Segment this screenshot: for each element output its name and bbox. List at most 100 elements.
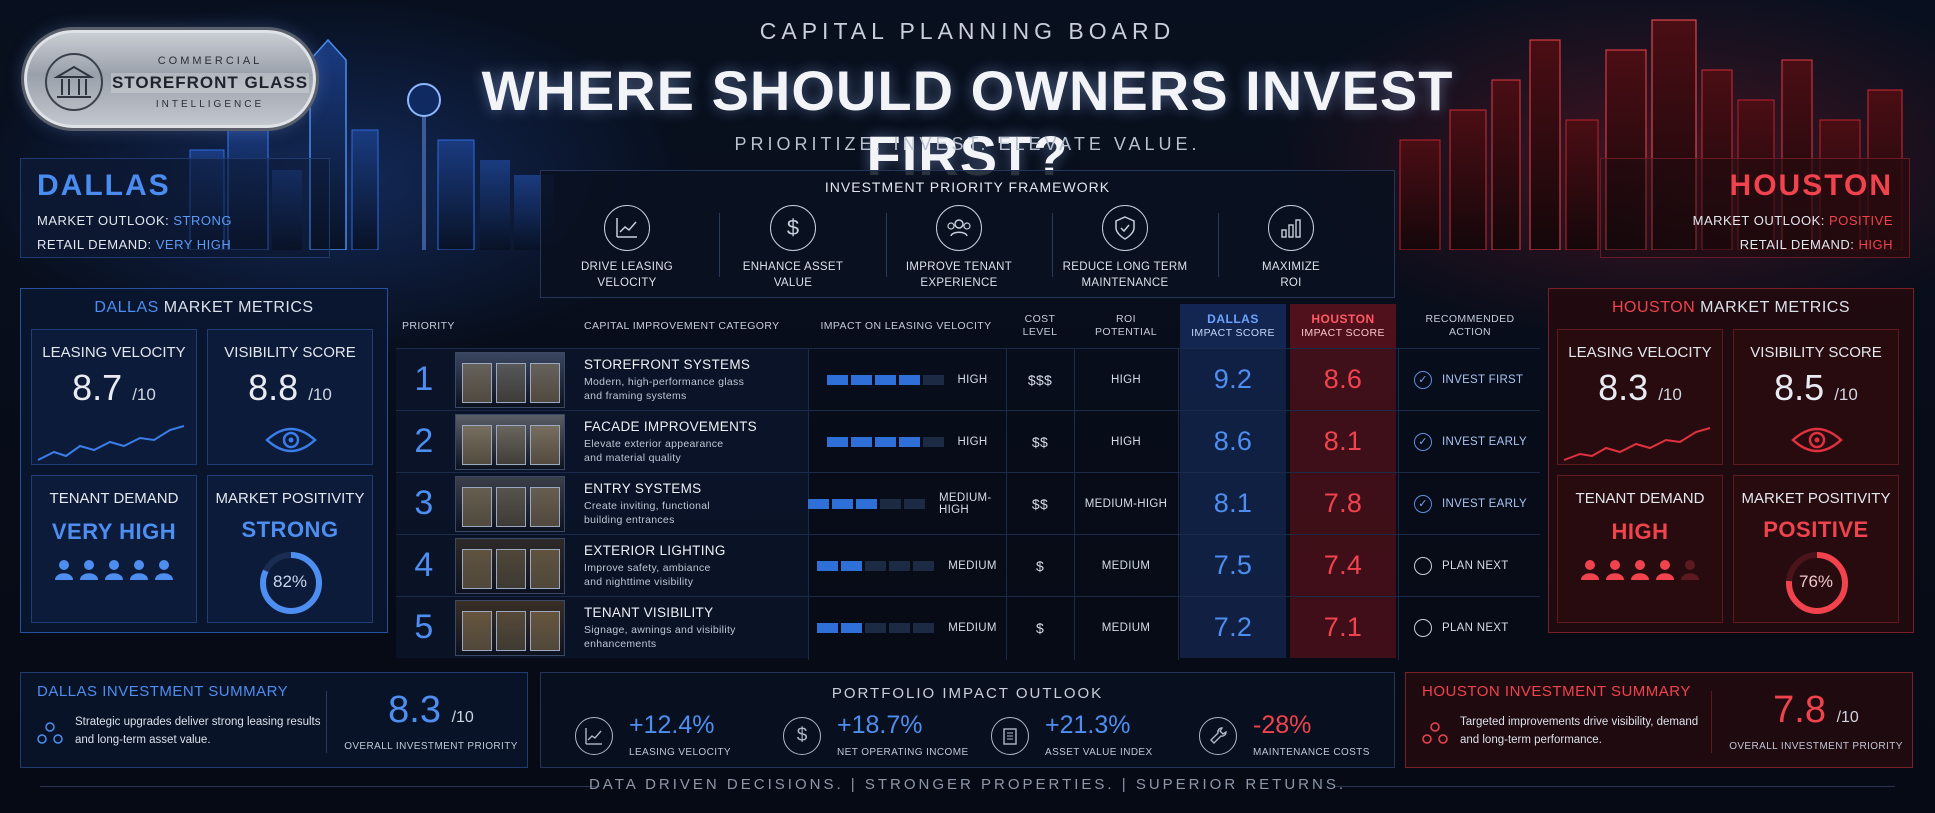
priority-number: 1 <box>414 360 434 398</box>
header-priority: PRIORITY <box>402 319 455 332</box>
positivity-ring-gauge <box>1786 552 1848 614</box>
tile-value: 8.5 /10 <box>1774 367 1858 408</box>
houston-demand: RETAIL DEMAND: HIGH <box>1617 233 1893 257</box>
divider <box>719 213 720 277</box>
impact-label: HIGH <box>957 373 988 386</box>
table-row[interactable]: 2 FACADE IMPROVEMENTS Elevate exterior app… <box>396 410 1540 472</box>
table-row[interactable]: 5 TENANT VISIBILITY Signage, awnings and v… <box>396 596 1540 658</box>
tile-label: MARKET POSITIVITY <box>1741 490 1891 507</box>
category-title: ENTRY SYSTEMS <box>584 480 702 496</box>
wrench-icon <box>1199 717 1237 755</box>
framework-item-asset: $ ENHANCE ASSET VALUE <box>713 205 873 291</box>
storefront-photo <box>455 475 565 532</box>
dallas-investment-summary: DALLAS INVESTMENT SUMMARY Strategic upgr… <box>20 672 528 768</box>
outlook-label: MAINTENANCE COSTS <box>1253 747 1370 758</box>
check-circle-icon: ✓ <box>1414 432 1432 451</box>
recommended-action[interactable]: ✓ INVEST FIRST <box>1400 349 1540 410</box>
framework-item-label: ENHANCE ASSET VALUE <box>742 261 844 289</box>
recommended-action[interactable]: PLAN NEXT <box>1400 535 1540 596</box>
tile-label: TENANT DEMAND <box>1575 490 1705 507</box>
priority-number: 2 <box>414 422 434 460</box>
roi-potential: MEDIUM-HIGH <box>1084 497 1168 510</box>
impact-bar-segment <box>832 498 853 509</box>
recommended-action[interactable]: PLAN NEXT <box>1400 597 1540 658</box>
person-icon <box>1606 560 1624 580</box>
table-row[interactable]: 4 EXTERIOR LIGHTING Improve safety, ambian… <box>396 534 1540 596</box>
investment-priority-framework: INVESTMENT PRIORITY FRAMEWORK DRIVE LEAS… <box>540 170 1395 298</box>
impact-cell: MEDIUM <box>808 597 1006 658</box>
tile-value: STRONG <box>241 517 339 542</box>
leasing-velocity-tile: LEASING VELOCITY 8.7 /10 <box>31 329 197 465</box>
recommended-action[interactable]: ✓ INVEST EARLY <box>1400 411 1540 472</box>
outlook-item-asset-value: +21.3% ASSET VALUE INDEX <box>991 711 1191 763</box>
capital-improvement-table: PRIORITY CAPITAL IMPROVEMENT CATEGORY IM… <box>396 304 1540 660</box>
impact-bar-segment <box>889 622 911 633</box>
summary-title: DALLAS INVESTMENT SUMMARY <box>37 683 289 700</box>
impact-bar-segment <box>904 498 925 509</box>
cost-level: $$ <box>1031 433 1049 450</box>
category-title: FACADE IMPROVEMENTS <box>584 418 757 434</box>
logo-line-2: STOREFRONT GLASS <box>111 73 309 93</box>
header-impact: IMPACT ON LEASING VELOCITY <box>820 319 992 332</box>
summary-text: Strategic upgrades deliver strong leasin… <box>75 716 321 746</box>
person-icon <box>1681 560 1699 580</box>
positivity-ring-gauge <box>260 552 322 614</box>
table-row[interactable]: 1 STOREFRONT SYSTEMS Modern, high-performa… <box>396 348 1540 410</box>
summary-title: HOUSTON INVESTMENT SUMMARY <box>1422 683 1691 700</box>
outlook-item-maintenance: -28% MAINTENANCE COSTS <box>1199 711 1399 763</box>
impact-bar-segment <box>889 560 911 571</box>
cost-level: $$$ <box>1027 371 1053 388</box>
impact-bar-segment <box>913 622 935 633</box>
footer-tagline: DATA DRIVEN DECISIONS. | STRONGER PROPER… <box>588 776 1347 793</box>
outlook-value: +21.3% <box>1045 711 1131 739</box>
shield-check-icon <box>1102 205 1148 251</box>
footer-rule-right <box>1335 786 1895 787</box>
action-label: PLAN NEXT <box>1442 621 1509 634</box>
impact-bar <box>817 622 935 633</box>
tile-value: POSITIVE <box>1763 517 1869 542</box>
positivity-percent: 82% <box>272 572 308 591</box>
person-icon <box>1631 560 1649 580</box>
header-houston-score: HOUSTON IMPACT SCORE <box>1290 304 1396 348</box>
demand-label: RETAIL DEMAND: <box>1739 237 1855 252</box>
outlook-value: POSITIVE <box>1829 213 1893 228</box>
framework-item-label: DRIVE LEASING VELOCITY <box>580 261 674 289</box>
category-cell: EXTERIOR LIGHTING Improve safety, ambianc… <box>584 535 808 596</box>
people-icon <box>936 205 982 251</box>
impact-label: MEDIUM <box>948 559 997 572</box>
table-row[interactable]: 3 ENTRY SYSTEMS Create inviting, functiona… <box>396 472 1540 534</box>
storefront-photo <box>455 599 565 656</box>
dallas-impact-score: 7.2 <box>1180 597 1286 658</box>
empty-circle-icon <box>1414 618 1432 637</box>
logo-line-1: COMMERCIAL <box>157 55 263 67</box>
panel-title: HOUSTON MARKET METRICS <box>1612 299 1850 316</box>
person-icon <box>155 560 173 580</box>
building-columns-icon <box>45 53 103 111</box>
header-cost: COST LEVEL <box>1022 313 1058 338</box>
outlook-label: MARKET OUTLOOK: <box>1692 213 1825 228</box>
demand-value: HIGH <box>1858 237 1893 252</box>
tile-value: HIGH <box>1611 519 1669 544</box>
category-cell: ENTRY SYSTEMS Create inviting, functional… <box>584 473 808 534</box>
impact-bar <box>826 374 944 385</box>
recommended-action[interactable]: ✓ INVEST EARLY <box>1400 473 1540 534</box>
trend-line-chart <box>1563 427 1711 461</box>
category-cell: FACADE IMPROVEMENTS Elevate exterior appe… <box>584 411 808 472</box>
category-cell: TENANT VISIBILITY Signage, awnings and vi… <box>584 597 808 658</box>
dallas-outlook: MARKET OUTLOOK: STRONG <box>37 209 313 233</box>
trend-line-chart <box>37 425 185 461</box>
cost-level: $ <box>1035 557 1045 574</box>
empty-circle-icon <box>1414 556 1432 575</box>
tile-label: VISIBILITY SCORE <box>1750 344 1882 361</box>
outlook-value: STRONG <box>173 213 232 228</box>
category-description: Create inviting, functional building entr… <box>584 499 710 526</box>
demand-label: RETAIL DEMAND: <box>37 237 152 252</box>
impact-bar-segment <box>817 560 839 571</box>
houston-impact-score: 8.1 <box>1290 411 1396 472</box>
impact-bar-segment <box>865 622 887 633</box>
divider <box>1052 213 1053 277</box>
houston-impact-score: 7.4 <box>1290 535 1396 596</box>
category-description: Modern, high-performance glass and framin… <box>584 375 745 402</box>
impact-bar-segment <box>841 622 863 633</box>
people-network-icon <box>37 722 63 744</box>
